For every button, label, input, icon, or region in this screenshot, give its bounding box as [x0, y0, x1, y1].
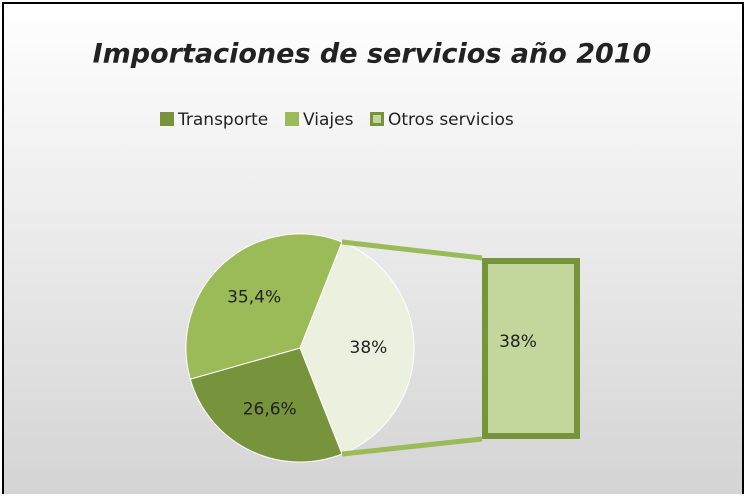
legend-label: Viajes: [303, 110, 354, 130]
connector-line: [341, 436, 483, 457]
data-label: 26,6%: [243, 399, 297, 419]
legend-label: Otros servicios: [388, 110, 514, 130]
data-label: 35,4%: [227, 287, 281, 307]
legend-label: Transporte: [177, 110, 268, 130]
connector-line: [341, 239, 483, 261]
pie-slice: [189, 347, 343, 463]
legend-swatch: [370, 112, 384, 126]
legend-swatch: [160, 112, 174, 126]
pie-slice: [299, 241, 415, 455]
chart-title: Importaciones de servicios año 2010: [93, 39, 652, 70]
data-label: 38%: [350, 338, 388, 358]
pie-slice: [185, 233, 343, 380]
legend-swatch: [285, 112, 299, 126]
bar-data-label: 38%: [499, 332, 537, 352]
secondary-bar: [482, 258, 580, 439]
